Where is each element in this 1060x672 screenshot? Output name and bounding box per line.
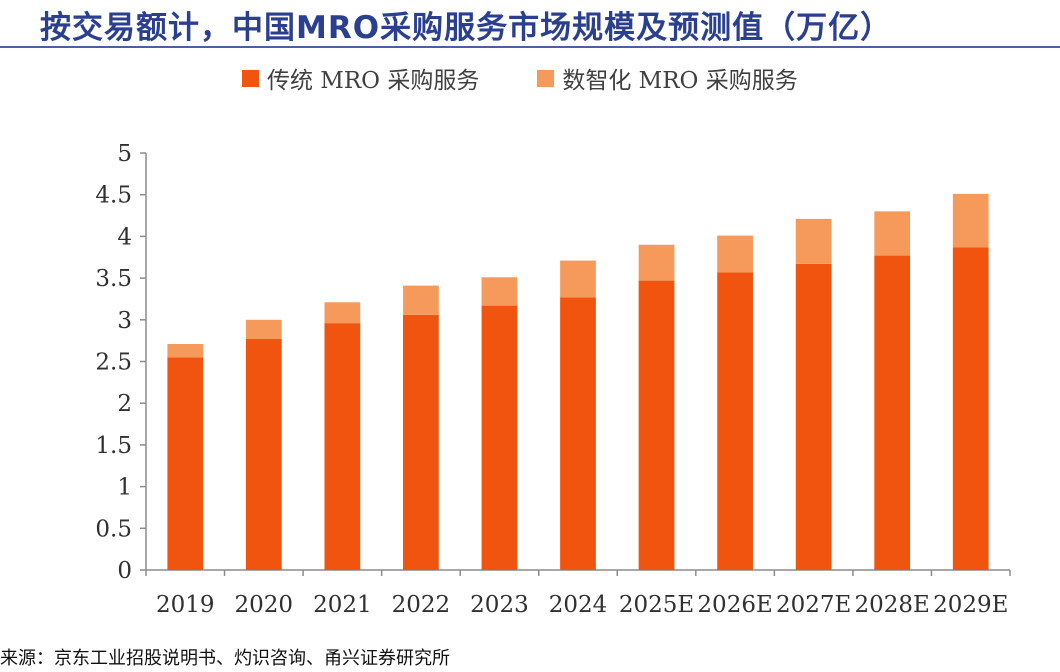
legend-item-digital: 数智化 MRO 采购服务: [537, 61, 798, 95]
legend-swatch-traditional: [242, 69, 259, 87]
bar-traditional: [717, 272, 753, 570]
bar-traditional: [874, 255, 911, 570]
y-tick-label: 2: [117, 391, 132, 417]
bar-digital: [560, 260, 596, 298]
legend-item-traditional: 传统 MRO 采购服务: [242, 61, 479, 95]
bar-traditional: [481, 305, 518, 570]
bar-digital: [481, 277, 518, 306]
y-tick-label: 4: [117, 224, 132, 250]
x-tick-label: 2029E: [933, 592, 1008, 618]
x-tick-label: 2028E: [855, 592, 930, 618]
bar-digital: [638, 244, 675, 281]
bar-traditional: [324, 323, 361, 570]
y-tick-label: 1.5: [95, 433, 132, 459]
page-title: 按交易额计，中国MRO采购服务市场规模及预测值（万亿）: [40, 10, 893, 46]
bar-traditional: [560, 297, 596, 570]
x-tick-label: 2026E: [697, 592, 772, 618]
bar-traditional: [638, 280, 675, 570]
x-tick-label: 2020: [235, 592, 294, 618]
source-note: 来源：京东工业招股说明书、灼识咨询、甬兴证券研究所: [0, 648, 450, 669]
stacked-bar-chart: 0 0.5 1 1.5 2 2.5 3 3.5 4 4.5 5 2019 2020 2021 2022 202…: [95, 141, 1011, 618]
bar-digital: [245, 319, 282, 339]
bar-traditional: [795, 263, 832, 570]
bar-traditional: [952, 247, 989, 570]
x-tick-label: 2022: [392, 592, 451, 618]
y-tick-label: 3: [117, 308, 132, 334]
title-divider: [0, 46, 1060, 48]
bar-traditional: [167, 357, 204, 570]
x-tick-label: 2023: [470, 592, 529, 618]
legend-swatch-digital: [537, 69, 555, 87]
bar-traditional: [403, 314, 439, 570]
bar-digital: [403, 285, 439, 315]
bar-digital: [795, 218, 832, 264]
legend-label-traditional: 传统 MRO 采购服务: [267, 68, 480, 94]
bar-digital: [952, 193, 989, 248]
bar-traditional: [245, 338, 282, 570]
y-tick-label: 2.5: [95, 350, 132, 376]
y-tick-label: 5: [117, 141, 132, 167]
x-tick-label: 2019: [156, 592, 215, 618]
x-tick-label: 2021: [313, 592, 372, 618]
legend-label-digital: 数智化 MRO 采购服务: [562, 68, 798, 94]
x-tick-label: 2024: [549, 592, 608, 618]
bar-digital: [324, 302, 361, 324]
x-tick-label: 2025E: [619, 592, 694, 618]
bar-digital: [717, 235, 753, 273]
bar-digital: [167, 343, 204, 358]
chart-legend: 传统 MRO 采购服务 数智化 MRO 采购服务: [242, 61, 798, 95]
y-tick-label: 3.5: [95, 266, 132, 292]
x-tick-label: 2027E: [776, 592, 851, 618]
y-tick-label: 0: [117, 558, 132, 584]
y-tick-label: 0.5: [95, 516, 132, 542]
bar-digital: [874, 211, 911, 256]
y-tick-label: 4.5: [95, 183, 132, 209]
y-tick-label: 1: [117, 475, 132, 501]
